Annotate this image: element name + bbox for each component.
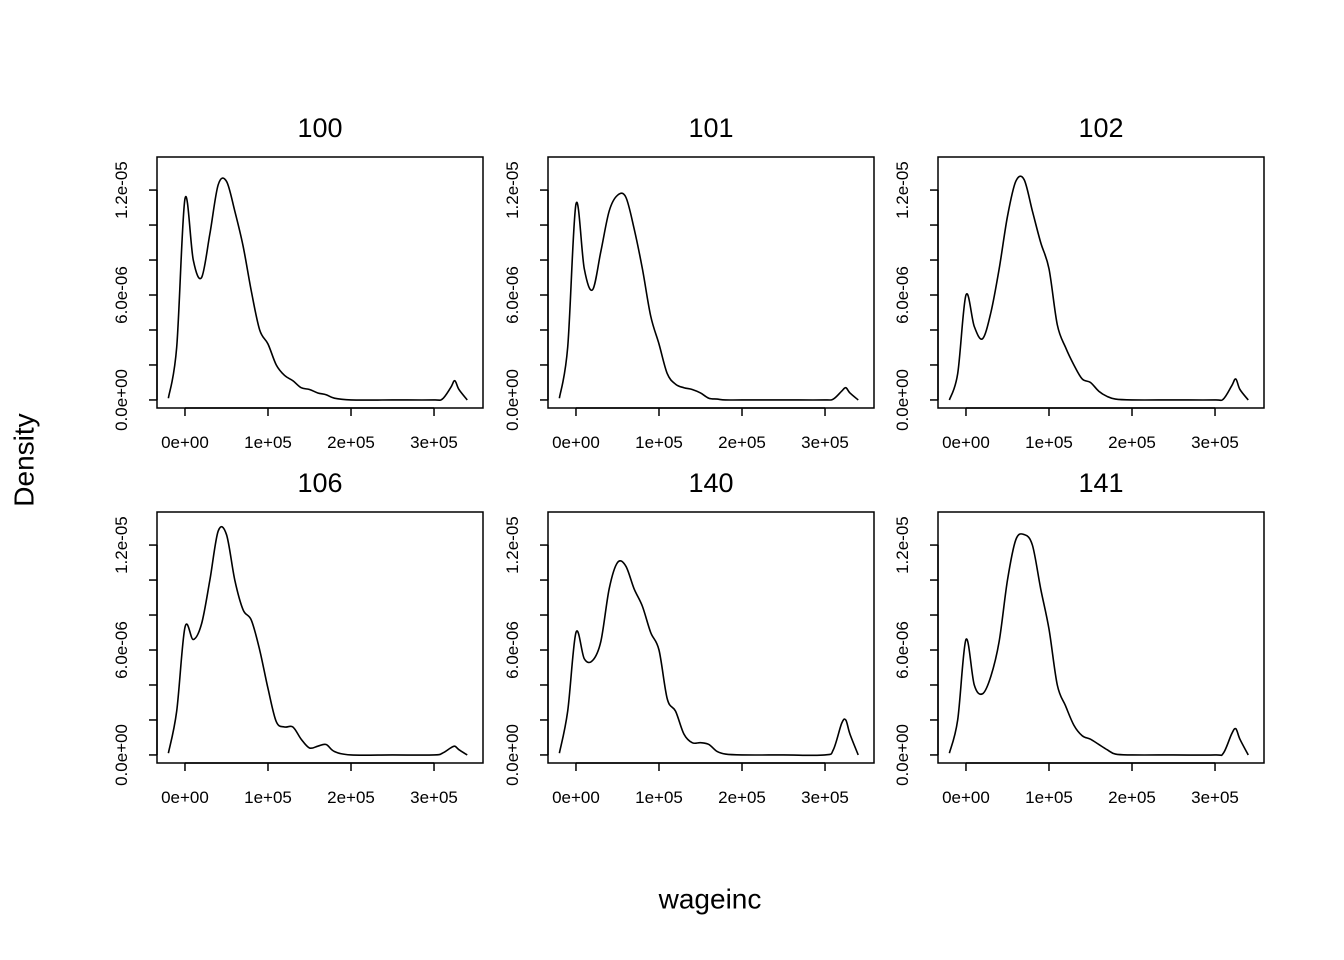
x-tick-label: 2e+05 (718, 433, 766, 452)
x-tick-label: 3e+05 (410, 788, 458, 807)
y-tick-label: 0.0e+00 (503, 369, 522, 431)
x-tick-label: 2e+05 (1108, 433, 1156, 452)
y-tick-label: 6.0e-06 (503, 621, 522, 679)
y-tick-label: 1.2e-05 (893, 161, 912, 219)
x-tick-label: 2e+05 (1108, 788, 1156, 807)
x-tick-label: 1e+05 (635, 788, 683, 807)
y-tick-label: 1.2e-05 (503, 161, 522, 219)
y-tick-label: 6.0e-06 (503, 266, 522, 324)
y-tick-label: 1.2e-05 (112, 516, 131, 574)
plot-frame (547, 156, 875, 409)
panel-title: 102 (1078, 113, 1123, 143)
x-tick-label: 3e+05 (410, 433, 458, 452)
y-tick-label: 1.2e-05 (503, 516, 522, 574)
x-tick-label: 3e+05 (801, 788, 849, 807)
x-tick-label: 0e+00 (552, 788, 600, 807)
y-tick-label: 6.0e-06 (893, 621, 912, 679)
y-tick-label: 1.2e-05 (893, 516, 912, 574)
x-tick-label: 1e+05 (244, 788, 292, 807)
panel-title: 106 (297, 468, 342, 498)
plot-frame (156, 511, 484, 764)
density-line (167, 177, 468, 402)
x-tick-label: 1e+05 (1025, 788, 1073, 807)
y-tick-label: 1.2e-05 (112, 161, 131, 219)
plot-frame (156, 156, 484, 409)
x-tick-label: 0e+00 (942, 788, 990, 807)
x-tick-label: 1e+05 (1025, 433, 1073, 452)
x-tick-label: 2e+05 (718, 788, 766, 807)
panel-title: 140 (688, 468, 733, 498)
y-tick-label: 0.0e+00 (112, 369, 131, 431)
x-tick-label: 0e+00 (161, 788, 209, 807)
density-line (948, 533, 1249, 757)
plot-frame (937, 156, 1265, 409)
panel-title: 100 (297, 113, 342, 143)
y-tick-label: 6.0e-06 (112, 621, 131, 679)
y-tick-label: 6.0e-06 (112, 266, 131, 324)
density-line (167, 525, 468, 757)
panel-title: 141 (1078, 468, 1123, 498)
plot-frame (547, 511, 875, 764)
density-line (558, 560, 859, 757)
x-tick-label: 3e+05 (801, 433, 849, 452)
x-tick-label: 1e+05 (244, 433, 292, 452)
x-tick-label: 3e+05 (1191, 433, 1239, 452)
x-tick-label: 2e+05 (327, 433, 375, 452)
y-tick-label: 6.0e-06 (893, 266, 912, 324)
x-tick-label: 0e+00 (161, 433, 209, 452)
y-tick-label: 0.0e+00 (893, 724, 912, 786)
x-tick-label: 2e+05 (327, 788, 375, 807)
y-tick-label: 0.0e+00 (112, 724, 131, 786)
y-tick-label: 0.0e+00 (503, 724, 522, 786)
x-tick-label: 0e+00 (552, 433, 600, 452)
panel-title: 101 (688, 113, 733, 143)
density-line (948, 175, 1249, 402)
plot-frame (937, 511, 1265, 764)
y-tick-label: 0.0e+00 (893, 369, 912, 431)
x-tick-label: 0e+00 (942, 433, 990, 452)
y-axis-label: Density (8, 413, 39, 506)
x-axis-label: wageinc (658, 883, 762, 914)
x-tick-label: 3e+05 (1191, 788, 1239, 807)
density-line (558, 192, 859, 401)
x-tick-label: 1e+05 (635, 433, 683, 452)
